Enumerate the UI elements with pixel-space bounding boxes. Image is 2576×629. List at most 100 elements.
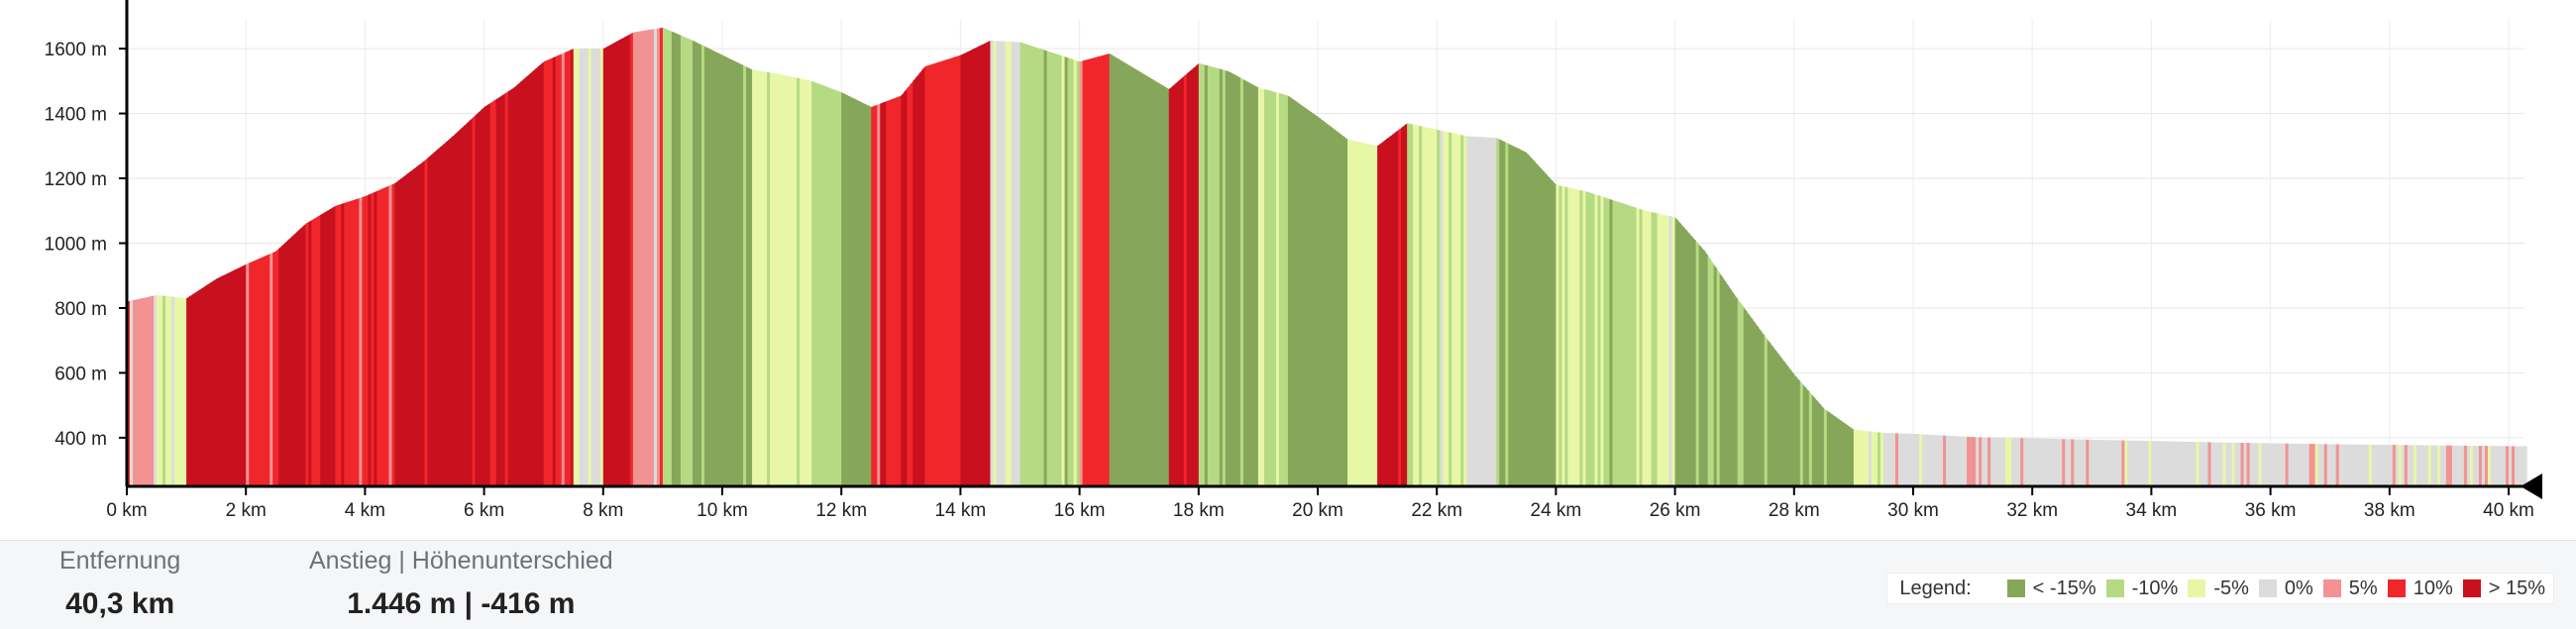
grade-segment <box>686 38 691 486</box>
grade-segment <box>1600 196 1605 486</box>
grade-segment <box>397 178 402 487</box>
grade-segment <box>269 252 273 486</box>
legend-item: 5% <box>2322 577 2378 600</box>
grade-segment <box>2347 444 2352 486</box>
grade-segment <box>767 71 771 486</box>
grade-segment <box>2276 443 2281 486</box>
grade-segment <box>737 62 741 487</box>
grade-segment <box>561 52 566 486</box>
grade-segment <box>2505 446 2510 486</box>
grade-segment <box>457 129 462 486</box>
grade-segment <box>1677 220 1682 486</box>
grade-segment <box>712 51 717 487</box>
grade-segment <box>776 73 780 487</box>
grade-segment <box>779 73 783 487</box>
grade-segment <box>1541 168 1545 487</box>
grade-segment <box>1752 319 1757 486</box>
grade-segment <box>2475 446 2480 486</box>
grade-segment <box>305 222 309 486</box>
grade-segment <box>1755 323 1760 486</box>
grade-segment <box>1731 290 1736 486</box>
grade-segment <box>293 232 297 486</box>
distance-value: 40,3 km <box>65 587 175 620</box>
x-tick-label: 16 km <box>1054 500 1106 521</box>
x-tick-label: 6 km <box>464 500 504 521</box>
x-tick-label: 28 km <box>1769 500 1820 521</box>
grade-segment <box>1207 65 1212 486</box>
grade-segment <box>552 55 557 487</box>
grade-segment <box>2326 444 2331 486</box>
grade-segment <box>1775 351 1780 486</box>
grade-segment <box>2068 439 2072 486</box>
legend-label: 5% <box>2348 577 2378 599</box>
grade-segment <box>2124 440 2128 486</box>
grade-segment <box>1413 124 1417 487</box>
grade-segment <box>1660 214 1664 487</box>
grade-segment <box>1671 216 1676 486</box>
grade-segment <box>272 251 276 486</box>
grade-segment <box>886 100 890 487</box>
grade-segment <box>379 188 384 486</box>
grade-segment <box>1088 57 1093 487</box>
grade-segment <box>1040 49 1045 486</box>
grade-segment <box>302 223 306 487</box>
grade-segment <box>1324 121 1328 486</box>
grade-segment <box>850 96 854 487</box>
grade-segment <box>186 296 190 486</box>
grade-segment <box>222 274 226 486</box>
grade-segment <box>2151 441 2156 486</box>
grade-segment <box>2210 442 2215 486</box>
grade-segment <box>290 234 294 486</box>
grade-segment <box>1627 204 1632 486</box>
grade-segment <box>644 30 649 487</box>
grade-segment <box>427 155 432 486</box>
grade-segment <box>1359 142 1363 486</box>
grade-segment <box>862 102 866 486</box>
grade-segment <box>365 194 370 486</box>
grade-segment <box>1618 201 1623 487</box>
route-stats-footer: Entfernung 40,3 km Anstieg | Höhenunters… <box>0 540 2576 629</box>
grade-segment <box>1451 133 1455 486</box>
grade-segment <box>391 182 396 486</box>
grade-segment <box>1028 45 1033 487</box>
grade-segment <box>695 42 699 486</box>
grade-segment <box>1266 89 1271 487</box>
grade-segment <box>1419 126 1423 486</box>
grade-segment <box>1091 57 1096 487</box>
grade-segment <box>1576 189 1581 487</box>
grade-segment <box>653 28 658 487</box>
grade-segment <box>2472 446 2477 486</box>
grade-segment <box>1961 436 1965 486</box>
grade-segment <box>2053 439 2057 486</box>
grade-segment <box>883 101 887 487</box>
grade-segment <box>2279 443 2284 486</box>
grade-segment <box>573 49 578 486</box>
grade-segment <box>2389 445 2394 486</box>
grade-segment <box>492 99 497 486</box>
x-tick-label: 38 km <box>2364 500 2415 521</box>
grade-segment <box>151 295 155 486</box>
grade-segment <box>1588 192 1593 486</box>
grade-segment <box>814 81 818 486</box>
grade-segment <box>2175 441 2180 486</box>
grade-segment <box>1856 430 1861 486</box>
grade-segment <box>1201 63 1206 487</box>
grade-segment <box>2421 445 2426 486</box>
grade-segment <box>1404 123 1408 487</box>
grade-segment <box>1106 53 1111 486</box>
grade-segment <box>2139 440 2143 486</box>
grade-segment <box>2300 443 2305 486</box>
grade-segment <box>2362 444 2367 486</box>
grade-segment <box>915 73 919 487</box>
grade-segment <box>1008 41 1013 486</box>
grade-segment <box>2234 442 2239 486</box>
grade-segment <box>2193 442 2198 486</box>
grade-segment <box>2065 439 2069 486</box>
grade-segment <box>1052 52 1057 486</box>
grade-segment <box>2014 438 2018 486</box>
grade-segment <box>2377 444 2382 486</box>
grade-segment <box>800 78 804 487</box>
grade-segment <box>2201 442 2206 486</box>
grade-segment <box>525 74 530 486</box>
grade-segment <box>1314 114 1319 486</box>
